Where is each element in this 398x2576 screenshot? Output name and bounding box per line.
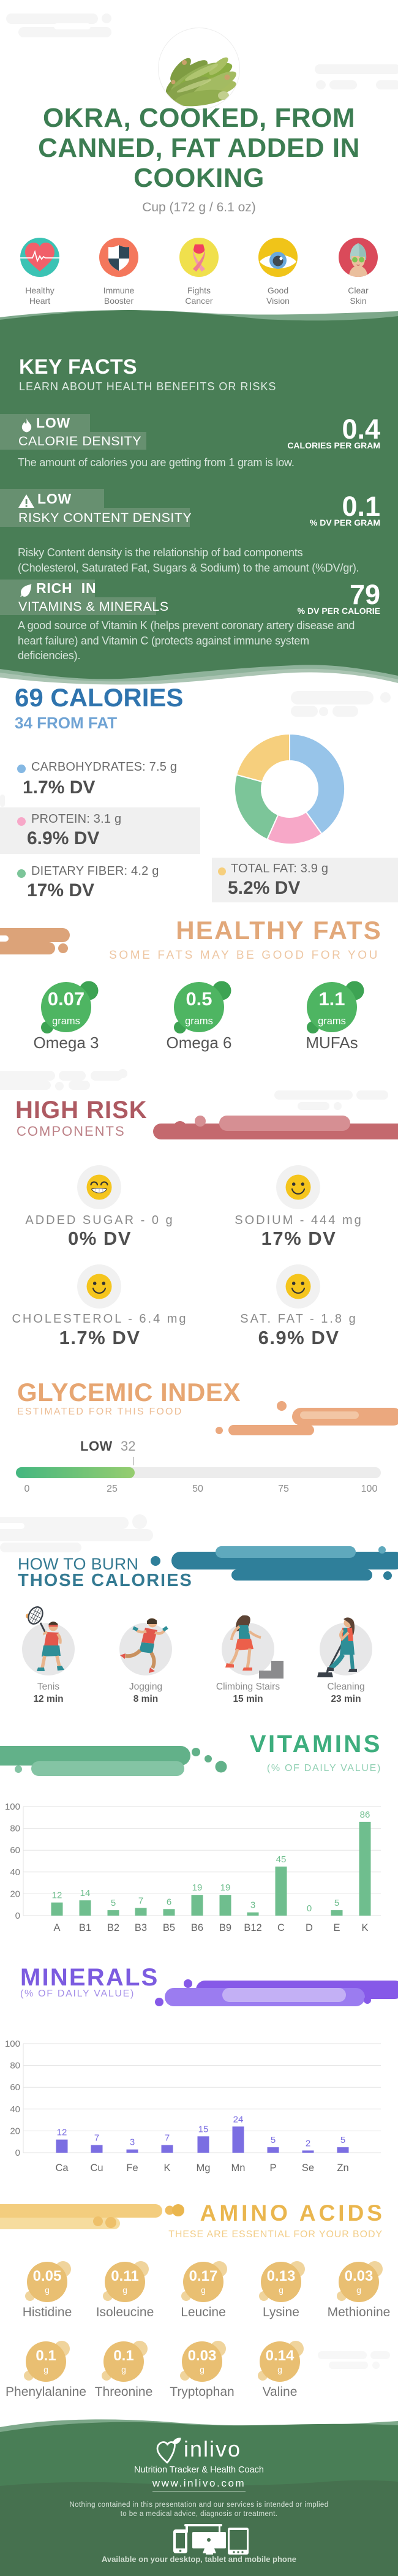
svg-text:B3: B3 xyxy=(135,1922,147,1933)
svg-text:B5: B5 xyxy=(163,1922,175,1933)
svg-text:3: 3 xyxy=(250,1900,255,1911)
svg-text:Cu: Cu xyxy=(90,2162,103,2174)
svg-text:g: g xyxy=(279,2285,283,2295)
svg-text:0.03: 0.03 xyxy=(345,2268,374,2284)
svg-text:45: 45 xyxy=(276,1854,287,1865)
svg-text:100: 100 xyxy=(5,2039,20,2049)
svg-text:B12: B12 xyxy=(244,1922,261,1933)
svg-text:7: 7 xyxy=(138,1896,143,1906)
svg-text:0.17: 0.17 xyxy=(189,2268,218,2284)
svg-text:0.1: 0.1 xyxy=(113,2347,133,2364)
svg-text:Se: Se xyxy=(302,2162,314,2174)
svg-text:g: g xyxy=(277,2365,282,2374)
svg-text:0: 0 xyxy=(15,2148,20,2158)
svg-text:K: K xyxy=(361,1922,368,1933)
svg-text:86: 86 xyxy=(360,1810,370,1820)
svg-text:0.1: 0.1 xyxy=(36,2347,56,2364)
svg-text:15: 15 xyxy=(198,2124,209,2134)
svg-text:g: g xyxy=(356,2285,361,2295)
svg-text:19: 19 xyxy=(192,1883,203,1893)
svg-text:80: 80 xyxy=(10,1824,20,1834)
svg-text:40: 40 xyxy=(10,2104,20,2115)
svg-text:80: 80 xyxy=(10,2061,20,2071)
svg-text:40: 40 xyxy=(10,1867,20,1878)
svg-text:Mn: Mn xyxy=(231,2162,246,2174)
svg-text:K: K xyxy=(163,2162,170,2174)
svg-text:g: g xyxy=(122,2285,127,2295)
svg-text:E: E xyxy=(333,1922,340,1933)
svg-text:Zn: Zn xyxy=(337,2162,348,2174)
svg-text:3: 3 xyxy=(130,2137,135,2148)
svg-text:5: 5 xyxy=(334,1898,339,1908)
svg-text:g: g xyxy=(121,2365,126,2374)
svg-text:12: 12 xyxy=(52,1890,62,1901)
svg-text:5: 5 xyxy=(111,1898,116,1908)
svg-text:24: 24 xyxy=(233,2114,244,2125)
svg-text:0.05: 0.05 xyxy=(33,2268,62,2284)
svg-text:g: g xyxy=(201,2285,206,2295)
svg-text:7: 7 xyxy=(165,2133,170,2144)
svg-text:C: C xyxy=(277,1922,285,1933)
svg-text:5: 5 xyxy=(271,2135,276,2145)
svg-text:B2: B2 xyxy=(107,1922,119,1933)
svg-text:14: 14 xyxy=(80,1888,91,1898)
svg-text:B6: B6 xyxy=(191,1922,203,1933)
svg-text:20: 20 xyxy=(10,2126,20,2136)
svg-text:g: g xyxy=(45,2285,50,2295)
svg-text:Ca: Ca xyxy=(55,2162,69,2174)
svg-text:Mg: Mg xyxy=(197,2162,211,2174)
svg-text:B1: B1 xyxy=(79,1922,91,1933)
svg-text:0.14: 0.14 xyxy=(266,2347,295,2364)
svg-text:20: 20 xyxy=(10,1889,20,1899)
svg-text:0: 0 xyxy=(15,1911,20,1921)
svg-text:Fe: Fe xyxy=(126,2162,138,2174)
svg-text:60: 60 xyxy=(10,1845,20,1856)
svg-text:0.03: 0.03 xyxy=(188,2347,217,2364)
svg-text:P: P xyxy=(269,2162,276,2174)
svg-text:60: 60 xyxy=(10,2082,20,2093)
svg-text:5: 5 xyxy=(340,2135,345,2145)
svg-text:B9: B9 xyxy=(219,1922,231,1933)
svg-text:0: 0 xyxy=(307,1903,312,1914)
svg-text:6: 6 xyxy=(167,1897,171,1907)
svg-text:D: D xyxy=(306,1922,313,1933)
svg-text:7: 7 xyxy=(94,2133,99,2144)
svg-text:12: 12 xyxy=(57,2128,67,2138)
svg-text:0.11: 0.11 xyxy=(111,2268,138,2284)
svg-text:100: 100 xyxy=(5,1802,20,1812)
svg-text:2: 2 xyxy=(306,2138,310,2148)
svg-text:0.13: 0.13 xyxy=(267,2268,296,2284)
svg-text:19: 19 xyxy=(220,1883,231,1893)
svg-text:g: g xyxy=(200,2365,205,2374)
svg-text:A: A xyxy=(53,1922,60,1933)
svg-text:g: g xyxy=(43,2365,48,2374)
